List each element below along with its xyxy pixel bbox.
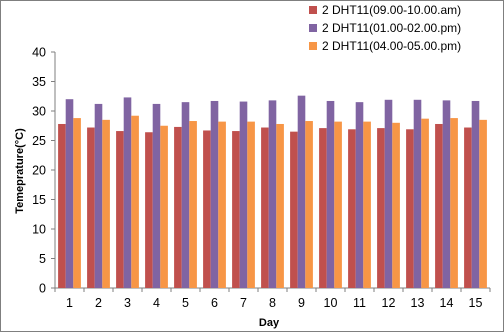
x-axis-title: Day xyxy=(259,317,280,329)
bar xyxy=(152,103,161,288)
bar xyxy=(261,127,269,289)
y-tick-label: 20 xyxy=(32,164,46,178)
bar xyxy=(65,99,74,288)
x-tick-label: 13 xyxy=(411,296,425,310)
x-tick-label: 8 xyxy=(269,296,276,310)
bar xyxy=(377,128,385,288)
bar xyxy=(160,125,168,288)
x-tick-label: 6 xyxy=(211,296,218,310)
bar xyxy=(276,123,284,288)
bar xyxy=(239,101,248,288)
x-tick-label: 15 xyxy=(469,296,483,310)
bar xyxy=(297,95,306,288)
bar xyxy=(384,99,393,288)
bar xyxy=(203,130,211,288)
bar xyxy=(102,119,110,288)
x-tick-label: 11 xyxy=(353,296,366,310)
bar xyxy=(305,121,313,288)
bar xyxy=(435,123,443,288)
bar xyxy=(232,131,240,288)
y-tick-label: 5 xyxy=(39,252,46,266)
bar xyxy=(471,100,480,288)
bar xyxy=(73,118,81,288)
y-tick-label: 25 xyxy=(32,134,46,148)
x-tick-label: 4 xyxy=(153,296,160,310)
bar xyxy=(334,121,342,289)
y-tick-label: 0 xyxy=(39,282,46,296)
y-tick-label: 10 xyxy=(32,223,46,237)
x-tick-label: 14 xyxy=(440,296,454,310)
bar xyxy=(94,103,103,288)
bar xyxy=(268,100,277,288)
bar xyxy=(123,97,132,289)
x-tick-label: 7 xyxy=(240,296,247,310)
legend-label: 2 DHT11(01.00-02.00.pm) xyxy=(322,21,461,35)
bar xyxy=(218,121,226,289)
y-tick-label: 15 xyxy=(32,193,46,207)
legend-label: 2 DHT11(09.00-10.00.am) xyxy=(322,3,461,17)
bar xyxy=(87,127,95,289)
bar xyxy=(319,128,327,288)
y-tick-label: 30 xyxy=(32,105,46,119)
y-tick-label: 35 xyxy=(32,75,46,89)
legend: 2 DHT11(09.00-10.00.am) 2 DHT11(01.00-02.… xyxy=(309,3,461,53)
x-tick-label: 2 xyxy=(95,296,102,310)
legend-swatch xyxy=(309,42,317,50)
y-axis-title: Temeprature(°C) xyxy=(14,128,26,214)
bar xyxy=(363,121,371,289)
bar xyxy=(189,121,197,288)
bar xyxy=(326,100,335,288)
bar xyxy=(479,119,487,288)
bar xyxy=(413,99,422,288)
bar xyxy=(58,123,66,288)
x-tick-label: 5 xyxy=(182,296,189,310)
legend-swatch xyxy=(309,24,317,32)
legend-label: 2 DHT11(04.00-05.00.pm) xyxy=(322,39,461,53)
bar xyxy=(210,100,219,288)
legend-swatch xyxy=(309,6,317,14)
bar xyxy=(442,100,451,288)
bar xyxy=(421,118,429,288)
x-tick-label: 3 xyxy=(124,296,131,310)
x-tick-label: 10 xyxy=(324,296,338,310)
bar xyxy=(174,126,182,289)
bar xyxy=(181,102,190,289)
bar xyxy=(131,115,139,288)
bar xyxy=(116,131,124,288)
y-tick-label: 40 xyxy=(32,46,46,60)
bar xyxy=(406,129,414,288)
x-tick-label: 1 xyxy=(66,296,73,310)
bar xyxy=(290,131,298,288)
bar xyxy=(247,121,255,289)
bar xyxy=(355,102,364,289)
bar xyxy=(450,118,458,288)
x-tick-label: 12 xyxy=(382,296,396,310)
bar xyxy=(464,127,472,289)
x-tick-label: 9 xyxy=(298,296,305,310)
bar xyxy=(392,122,400,288)
bar xyxy=(145,132,153,288)
bar xyxy=(348,129,356,288)
